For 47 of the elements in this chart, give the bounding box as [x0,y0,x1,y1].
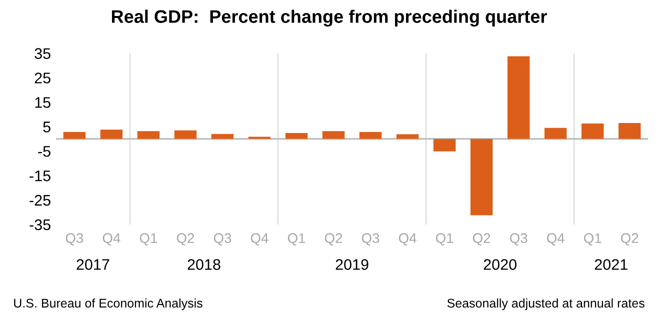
bar [544,128,567,139]
bar [100,130,123,139]
y-tick-label: -25 [30,194,50,206]
bar [174,130,197,139]
x-tick-label: Q3 [66,233,84,246]
x-tick-label: Q3 [362,233,380,246]
bar [285,133,308,139]
text: 2020 [484,259,516,270]
x-tick-label: Q4 [102,233,120,246]
y-tick-label: 15 [35,97,50,108]
x-tick-label: Q3 [510,233,528,246]
y-tick-label: -15 [30,170,50,182]
text: Seasonally adjusted at annual rates [447,298,644,310]
bar [322,131,345,139]
text: 2018 [188,259,220,270]
text: 2019 [336,259,368,270]
bar [396,134,419,139]
text: 2017 [76,259,110,270]
text: U.S. Bureau of Economic Analysis [14,298,202,310]
bar [470,138,493,216]
x-tick-label: Q1 [140,233,158,246]
bar [433,138,456,152]
y-tick-label: -35 [30,219,50,230]
x-tick-label: Q1 [288,233,306,246]
x-tick-label: Q4 [546,233,564,246]
chart-title: Real GDP: Percent change from preceding quarter [112,10,547,27]
y-tick-label: 25 [34,72,50,84]
x-tick-label: Q2 [621,233,638,246]
y-tick-label: 35 [34,48,50,59]
x-tick-label: Q2 [324,233,342,246]
x-tick-label: Q3 [214,233,232,246]
bar [211,134,234,139]
bar [63,132,86,139]
x-tick-label: Q2 [472,233,490,246]
text: 2021 [594,259,628,270]
x-tick-label: Q4 [250,233,268,246]
x-tick-label: Q1 [584,233,602,246]
bar [582,123,604,139]
bar [359,132,382,139]
x-tick-label: Q4 [398,233,416,246]
x-tick-label: Q2 [176,233,194,246]
y-tick-label: -5 [38,146,50,157]
y-tick-label: 5 [43,122,50,132]
x-tick-label: Q1 [436,233,454,246]
bar [507,56,530,139]
bar [618,122,641,139]
bar [137,131,160,139]
